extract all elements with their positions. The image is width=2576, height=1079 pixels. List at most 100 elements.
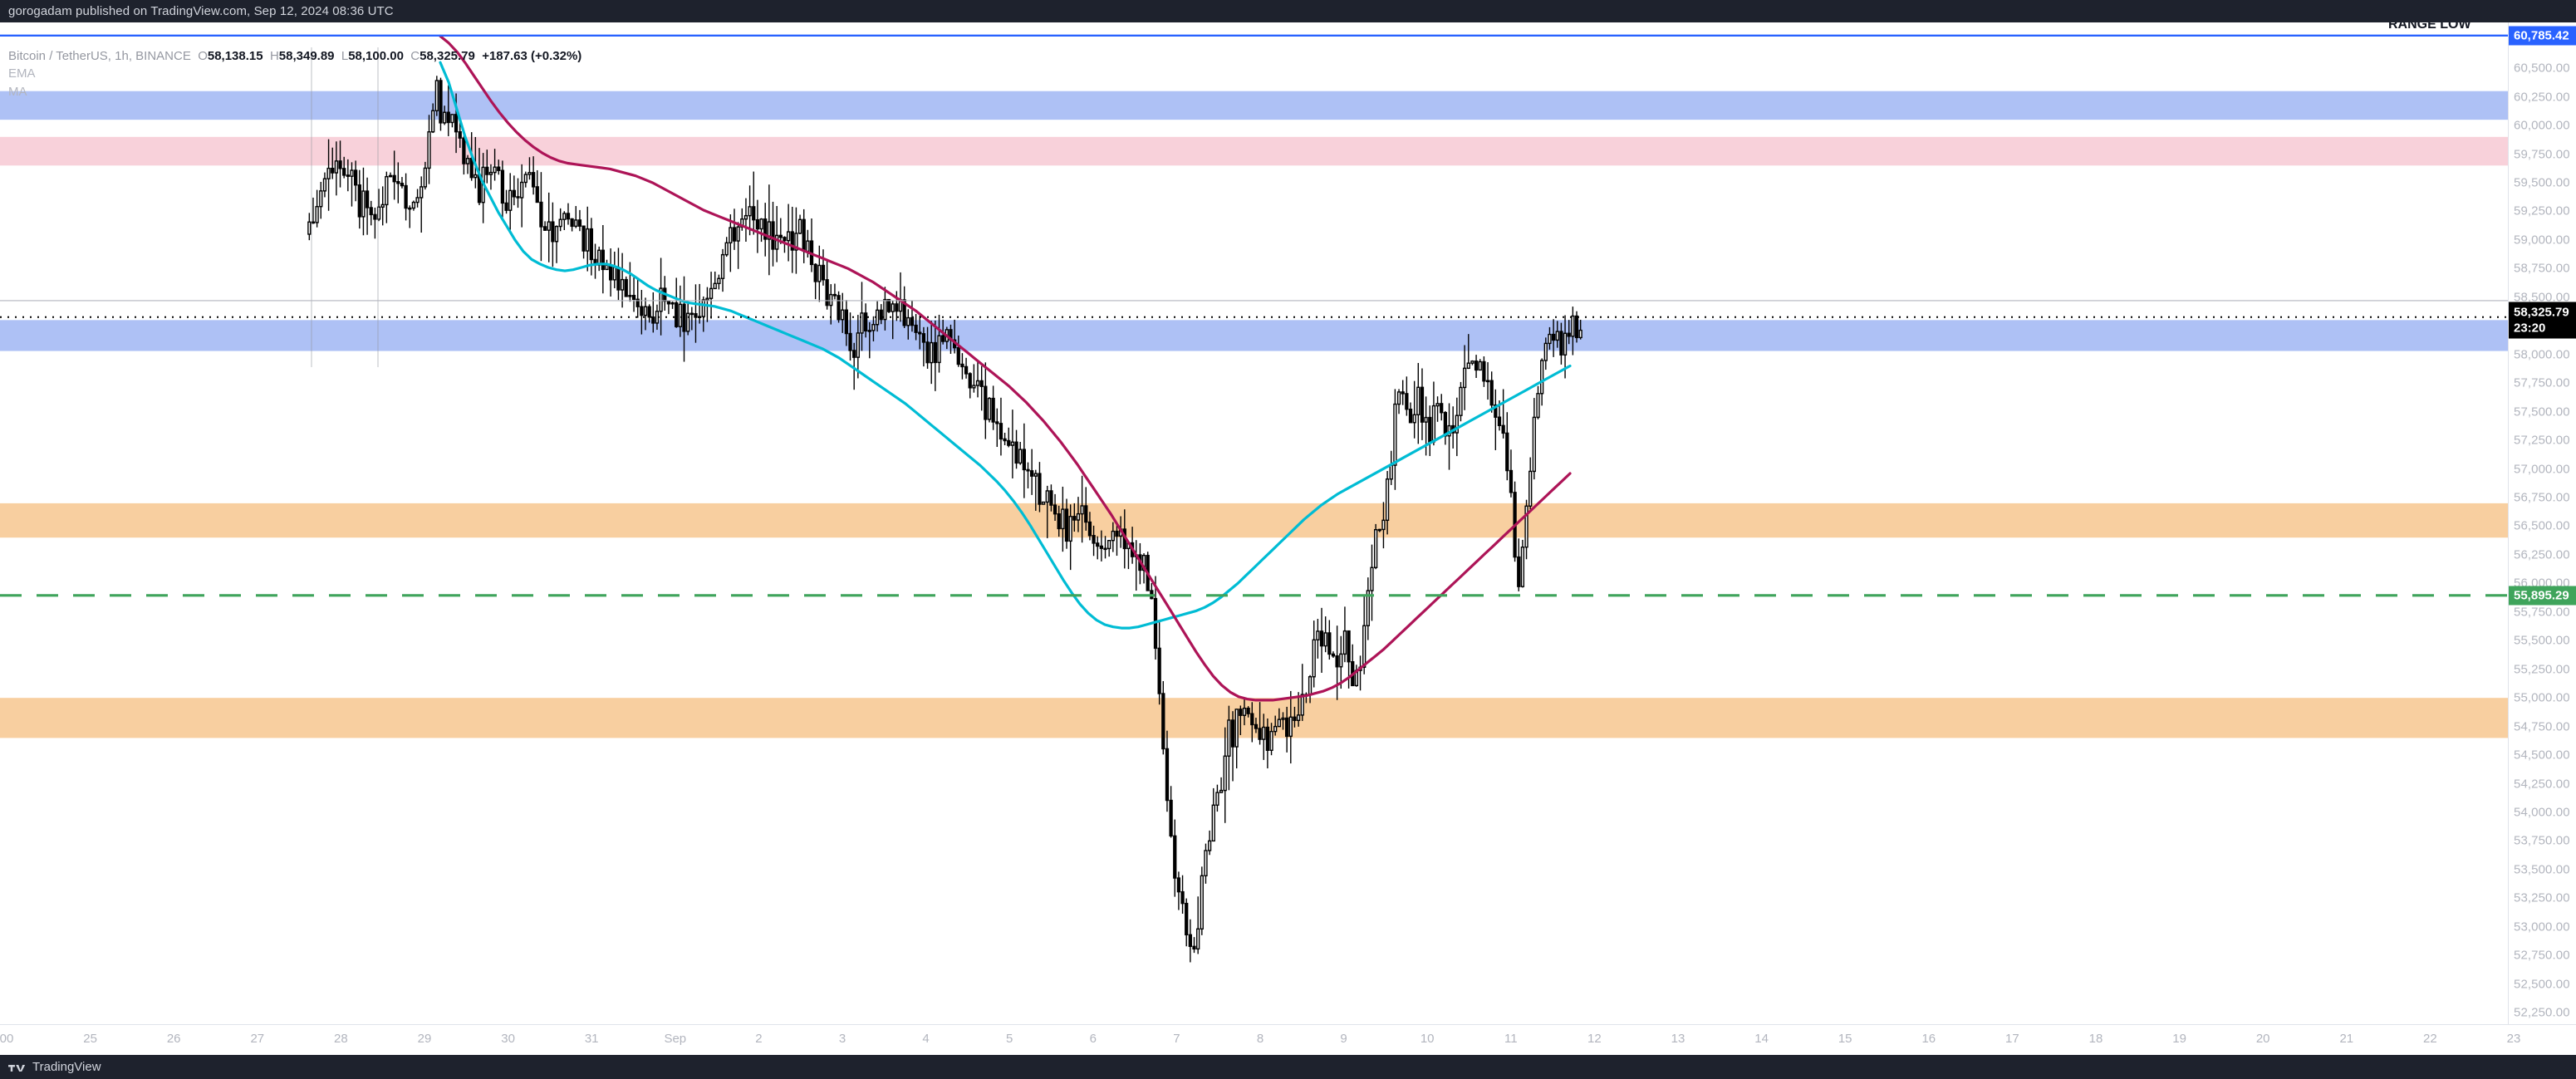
candle-body[interactable] bbox=[763, 218, 768, 240]
candle-body[interactable] bbox=[806, 240, 810, 253]
candle-body[interactable] bbox=[864, 312, 868, 332]
candle-body[interactable] bbox=[1323, 632, 1327, 647]
candle-body[interactable] bbox=[369, 207, 373, 216]
candle-body[interactable] bbox=[357, 184, 361, 218]
candle-body[interactable] bbox=[1494, 404, 1498, 418]
candle-body[interactable] bbox=[1219, 789, 1224, 793]
candle-body[interactable] bbox=[423, 167, 428, 188]
candle-body[interactable] bbox=[539, 201, 543, 228]
candle-body[interactable] bbox=[1532, 416, 1536, 473]
candle-body[interactable] bbox=[1401, 391, 1405, 395]
current-price-label[interactable]: 58,325.79 23:20 bbox=[2509, 302, 2576, 339]
candle-body[interactable] bbox=[365, 190, 370, 208]
candle-body[interactable] bbox=[678, 303, 683, 327]
candle-body[interactable] bbox=[1462, 367, 1467, 389]
candle-body[interactable] bbox=[1038, 473, 1042, 505]
candle-body[interactable] bbox=[972, 385, 976, 389]
candle-body[interactable] bbox=[1234, 709, 1239, 748]
candle-body[interactable] bbox=[1374, 528, 1378, 568]
candle-body[interactable] bbox=[1258, 728, 1262, 740]
candle-body[interactable] bbox=[566, 213, 571, 220]
candle-body[interactable] bbox=[1339, 653, 1343, 668]
candle-body[interactable] bbox=[802, 218, 806, 253]
candle-body[interactable] bbox=[380, 204, 385, 208]
candle-body[interactable] bbox=[941, 335, 945, 342]
candle-body[interactable] bbox=[404, 184, 408, 209]
upper-orange-zone[interactable] bbox=[0, 503, 2508, 538]
candle-body[interactable] bbox=[1107, 539, 1111, 550]
candle-body[interactable] bbox=[1269, 730, 1273, 751]
candle-body[interactable] bbox=[670, 302, 675, 305]
candle-body[interactable] bbox=[504, 202, 508, 211]
candle-body[interactable] bbox=[1431, 405, 1436, 443]
candle-body[interactable] bbox=[1045, 490, 1049, 503]
candle-body[interactable] bbox=[1319, 630, 1324, 647]
candle-body[interactable] bbox=[1455, 414, 1459, 434]
candle-body[interactable] bbox=[361, 190, 366, 218]
candle-body[interactable] bbox=[956, 346, 960, 365]
candle-body[interactable] bbox=[647, 306, 651, 318]
candle-body[interactable] bbox=[1007, 439, 1011, 446]
candle-body[interactable] bbox=[797, 218, 802, 234]
candle-body[interactable] bbox=[624, 278, 628, 297]
candle-body[interactable] bbox=[500, 169, 505, 204]
candle-body[interactable] bbox=[1331, 653, 1336, 657]
candle-body[interactable] bbox=[473, 174, 478, 179]
candle-body[interactable] bbox=[431, 110, 435, 133]
candle-body[interactable] bbox=[1014, 441, 1018, 464]
candle-body[interactable] bbox=[717, 277, 721, 285]
candle-body[interactable] bbox=[709, 287, 714, 299]
candle-body[interactable] bbox=[1281, 717, 1285, 720]
candle-body[interactable] bbox=[1003, 438, 1007, 442]
candle-body[interactable] bbox=[1347, 630, 1351, 663]
candle-body[interactable] bbox=[523, 174, 527, 184]
candle-body[interactable] bbox=[408, 207, 412, 210]
candle-body[interactable] bbox=[1559, 331, 1563, 356]
candle-body[interactable] bbox=[420, 186, 424, 199]
candle-body[interactable] bbox=[775, 234, 779, 250]
candle-body[interactable] bbox=[1204, 850, 1208, 877]
candle-body[interactable] bbox=[1200, 875, 1204, 930]
candle-body[interactable] bbox=[748, 206, 752, 217]
candle-body[interactable] bbox=[547, 221, 551, 231]
candle-body[interactable] bbox=[635, 298, 640, 307]
candle-body[interactable] bbox=[643, 306, 648, 316]
candle-body[interactable] bbox=[1424, 416, 1428, 423]
candle-body[interactable] bbox=[631, 295, 636, 300]
candle-body[interactable] bbox=[1470, 360, 1474, 364]
candle-body[interactable] bbox=[759, 218, 763, 230]
candle-body[interactable] bbox=[937, 335, 941, 364]
candle-body[interactable] bbox=[960, 363, 964, 368]
candle-body[interactable] bbox=[987, 397, 992, 420]
candle-body[interactable] bbox=[1296, 714, 1301, 721]
candle-body[interactable] bbox=[346, 174, 350, 177]
candle-body[interactable] bbox=[910, 316, 915, 326]
candle-body[interactable] bbox=[1478, 360, 1482, 371]
range-low-annotation-label[interactable]: RANGE LOW bbox=[2388, 22, 2471, 32]
candle-body[interactable] bbox=[439, 80, 443, 124]
candle-body[interactable] bbox=[1092, 535, 1096, 544]
candle-body[interactable] bbox=[1551, 333, 1556, 341]
candle-body[interactable] bbox=[1192, 945, 1196, 950]
candle-body[interactable] bbox=[1207, 840, 1212, 851]
candle-body[interactable] bbox=[1052, 504, 1057, 515]
candle-body[interactable] bbox=[886, 298, 891, 312]
time-axis[interactable]: 00 25 26 27 28 29 30 31 Sep 2 3 4 5 6 7 8 9 10 11 12 13 14 15 1… bbox=[0, 1024, 2576, 1055]
candle-body[interactable] bbox=[311, 221, 316, 224]
candle-body[interactable] bbox=[1377, 528, 1381, 532]
candle-body[interactable] bbox=[1497, 416, 1502, 427]
candle-body[interactable] bbox=[434, 80, 439, 111]
candle-body[interactable] bbox=[724, 242, 729, 256]
candle-body[interactable] bbox=[1111, 530, 1115, 542]
candle-body[interactable] bbox=[319, 190, 323, 208]
candle-body[interactable] bbox=[485, 166, 489, 175]
candle-body[interactable] bbox=[732, 227, 737, 242]
candle-body[interactable] bbox=[334, 160, 339, 174]
candle-body[interactable] bbox=[458, 130, 462, 139]
candle-body[interactable] bbox=[586, 228, 590, 252]
candle-body[interactable] bbox=[1185, 902, 1189, 936]
candle-body[interactable] bbox=[1524, 505, 1528, 548]
candle-body[interactable] bbox=[879, 309, 883, 321]
candle-body[interactable] bbox=[520, 181, 524, 199]
candle-body[interactable] bbox=[1176, 877, 1181, 893]
